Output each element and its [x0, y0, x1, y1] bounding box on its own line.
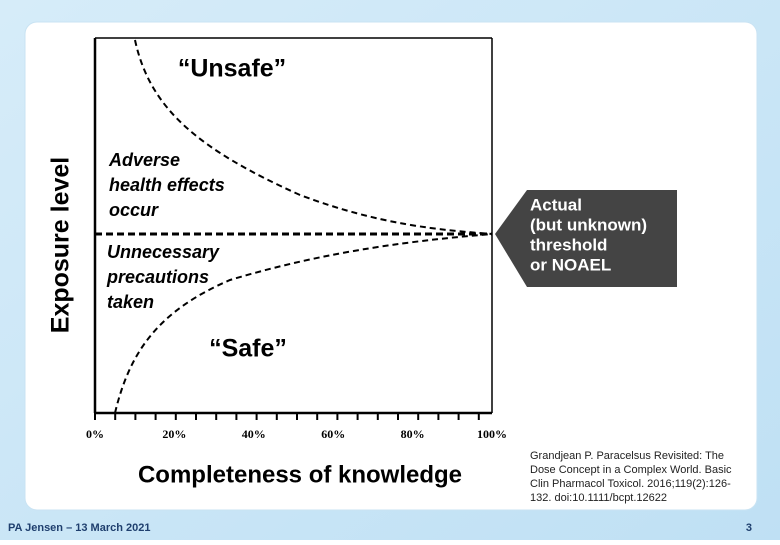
citation-line: Clin Pharmacol Toxicol. 2016;119(2):126- [530, 478, 731, 490]
safe-label: “Safe” [209, 335, 287, 363]
citation-line: 132. doi:10.1111/bcpt.12622 [530, 492, 667, 504]
x-tick-label: 80% [401, 427, 425, 441]
y-axis-label: Exposure level [47, 157, 75, 333]
adverse-text: Adverse [108, 150, 180, 170]
x-tick-label: 60% [321, 427, 345, 441]
citation-line: Grandjean P. Paracelsus Revisited: The [530, 450, 724, 462]
citation-line: Dose Concept in a Complex World. Basic [530, 464, 732, 476]
unsafe-curve [134, 39, 493, 235]
precautions-text: taken [107, 292, 154, 312]
x-tick-label: 40% [242, 427, 266, 441]
adverse-text: occur [109, 200, 159, 220]
callout-text: or NOAEL [530, 255, 611, 274]
adverse-text: health effects [109, 175, 225, 195]
precautions-text: precautions [106, 267, 209, 287]
x-tick-label: 100% [477, 427, 507, 441]
precautions-text: Unnecessary [107, 242, 220, 262]
callout-text: Actual [530, 195, 582, 214]
callout-arrow [495, 190, 677, 287]
safe-curve [114, 233, 493, 414]
footer-author: PA Jensen – 13 March 2021 [8, 522, 150, 534]
page-number: 3 [746, 522, 752, 534]
x-tick-label: 20% [162, 427, 186, 441]
callout-text: (but unknown) [530, 215, 647, 234]
unsafe-label: “Unsafe” [178, 55, 286, 83]
x-axis-label: Completeness of knowledge [138, 461, 462, 488]
figure [93, 37, 677, 415]
callout-text: threshold [530, 235, 607, 254]
x-tick-label: 0% [86, 427, 104, 441]
